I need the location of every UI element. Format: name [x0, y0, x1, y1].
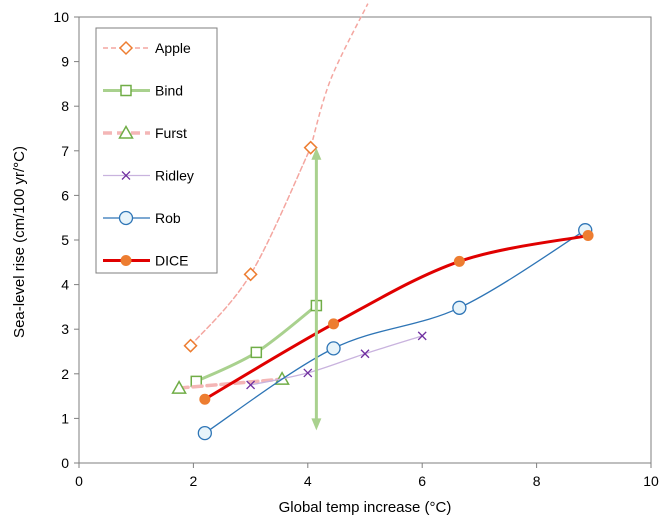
marker-stroke [246, 380, 256, 390]
legend-marker-rob [118, 210, 134, 226]
legend-label-apple: Apple [155, 40, 191, 56]
legend-item-apple: Apple [103, 40, 191, 56]
y-axis-title: Sea-level rise (cm/100 yr/°C) [11, 146, 28, 338]
legend-label-ridley: Ridley [155, 168, 194, 184]
y-tick-label: 2 [61, 366, 69, 382]
x-axis-title: Global temp increase (°C) [279, 499, 452, 516]
y-tick-label: 1 [61, 410, 69, 426]
marker-stroke [417, 331, 427, 341]
data-point-dice [328, 318, 340, 330]
legend-label-rob: Rob [155, 210, 181, 226]
y-tick-label: 8 [61, 98, 69, 114]
arrow-head-up [311, 147, 322, 160]
data-point-ridley [303, 368, 313, 378]
legend-label-dice: DICE [155, 253, 188, 269]
series-dice [199, 230, 594, 405]
data-point-dice [582, 230, 594, 242]
x-tick-label: 6 [418, 473, 426, 489]
data-point-dice [199, 393, 211, 405]
series-line-rob [204, 229, 586, 434]
marker-stroke [303, 368, 313, 378]
x-tick-label: 0 [75, 473, 83, 489]
series-line-dice [203, 234, 590, 401]
marker-stroke [121, 171, 131, 180]
legend-item-furst: Furst [103, 124, 187, 141]
legend-marker-apple [118, 40, 134, 56]
x-tick-label: 4 [304, 473, 312, 489]
y-tick-label: 5 [61, 232, 69, 248]
legend-marker-bind [120, 84, 132, 97]
legend-marker-dice [120, 255, 132, 266]
y-tick-label: 10 [53, 9, 69, 25]
legend-label-bind: Bind [155, 83, 183, 99]
series-rob [197, 223, 593, 441]
data-point-rob [197, 425, 212, 441]
data-point-dice [453, 255, 465, 267]
legend-box [95, 27, 218, 274]
legend-item-bind: Bind [103, 83, 183, 99]
legend-marker-ridley [121, 171, 131, 180]
data-point-apple [183, 338, 198, 353]
x-tick-label: 8 [533, 473, 541, 489]
range-double-arrow [311, 147, 322, 431]
data-point-ridley [417, 331, 427, 341]
data-point-rob [326, 341, 341, 356]
legend-item-rob: Rob [103, 210, 181, 226]
arrow-head-down [311, 418, 322, 431]
y-tick-label: 6 [61, 187, 69, 203]
series-line-extension-apple [309, 3, 369, 148]
data-point-bind [250, 346, 263, 359]
y-tick-label: 9 [61, 54, 69, 70]
series-line-ridley [249, 335, 423, 386]
data-point-furst [171, 380, 187, 394]
y-tick-label: 4 [61, 277, 69, 293]
legend-label-furst: Furst [155, 125, 187, 141]
series-apple [183, 3, 369, 353]
data-point-rob [452, 300, 467, 315]
x-tick-label: 2 [190, 473, 198, 489]
data-point-ridley [246, 380, 256, 390]
x-tick-label: 10 [643, 473, 659, 489]
y-tick-label: 3 [61, 321, 69, 337]
marker-stroke [360, 349, 370, 359]
series-ridley [246, 331, 427, 390]
y-tick-label: 0 [61, 455, 69, 471]
y-tick-label: 7 [61, 143, 69, 159]
legend-marker-furst [118, 124, 134, 139]
legend-item-ridley: Ridley [103, 168, 194, 184]
legend-item-dice: DICE [103, 253, 188, 269]
data-point-apple [303, 140, 318, 155]
data-point-apple [243, 267, 258, 282]
data-point-ridley [360, 349, 370, 359]
